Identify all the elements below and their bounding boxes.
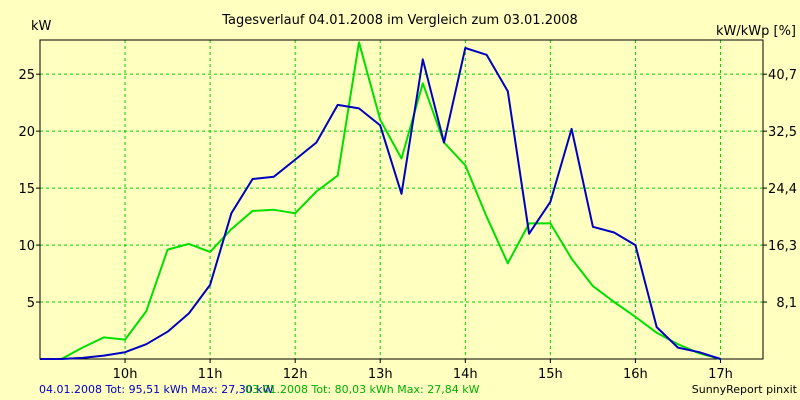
y-right-tick-label-8,1: 8,1: [776, 296, 797, 311]
y-axis-unit-right: kW/kWp [%]: [716, 24, 796, 39]
chart-title: Tagesverlauf 04.01.2008 im Vergleich zum…: [221, 13, 578, 28]
y-tick-label-5: 5: [27, 296, 35, 311]
x-tick-label-17h: 17h: [708, 367, 733, 382]
y-right-tick-label-32,5: 32,5: [768, 125, 797, 140]
series-line-04.01.2008: [40, 47, 721, 360]
x-tick-label-10h: 10h: [113, 367, 138, 382]
series-line-03.01.2008: [40, 41, 721, 360]
plot-frame: [39, 39, 764, 360]
y-right-tick-label-16,3: 16,3: [768, 239, 797, 254]
x-tick-label-12h: 12h: [283, 367, 308, 382]
grid: [40, 40, 763, 359]
y-tick-label-20: 20: [18, 125, 35, 140]
legend-series-03-01: 03.01.2008 Tot: 80,03 kWh Max: 27,84 kW: [245, 383, 480, 396]
series-lines: [40, 41, 721, 360]
x-tick-label-15h: 15h: [538, 367, 563, 382]
x-tick-label-14h: 14h: [453, 367, 478, 382]
y-tick-label-25: 25: [18, 68, 35, 83]
y-right-tick-label-24,4: 24,4: [768, 182, 797, 197]
x-tick-label-11h: 11h: [198, 367, 223, 382]
y-tick-label-15: 15: [18, 182, 35, 197]
axis-ticks: 10h 11h 12h 13h 14h 15h 16h 17h 5 10 15 20 25 8,1 16,3…: [18, 68, 797, 382]
x-tick-label-16h: 16h: [623, 367, 648, 382]
legend-series-04-01: 04.01.2008 Tot: 95,51 kWh Max: 27,30 kW: [39, 383, 274, 396]
credit-text: SunnyReport pinxit: [692, 383, 798, 396]
y-axis-unit-left: kW: [31, 19, 52, 34]
x-tick-label-13h: 13h: [368, 367, 393, 382]
y-right-tick-label-40,7: 40,7: [768, 68, 797, 83]
y-tick-label-10: 10: [18, 239, 35, 254]
